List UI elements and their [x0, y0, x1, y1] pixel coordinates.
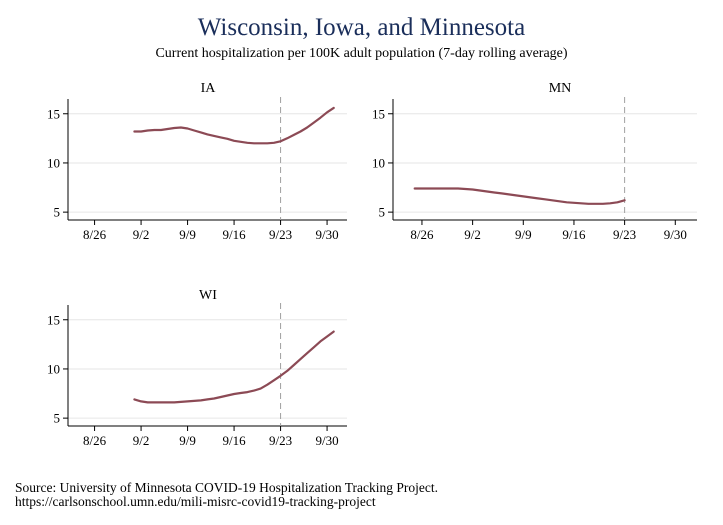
- x-tick-label-wi-9-30: 9/30: [316, 433, 339, 448]
- chart-title: Wisconsin, Iowa, and Minnesota: [198, 14, 525, 41]
- x-tick-label-mn-8-26: 8/26: [410, 227, 434, 242]
- panel-ia: IA 5 10 15 8/26 9/2 9/9 9/16 9/23 9/30: [47, 81, 347, 242]
- x-tick-label-mn-9-23: 9/23: [613, 227, 636, 242]
- series-line-ia: [133, 106, 335, 145]
- x-tick-label-wi-9-9: 9/9: [179, 433, 196, 448]
- source-url: https://carlsonschool.umn.edu/mili-misrc…: [15, 494, 376, 509]
- x-tick-label-ia-9-2: 9/2: [133, 227, 150, 242]
- series-line-wi: [133, 330, 335, 404]
- y-tick-label-mn-15: 15: [372, 106, 385, 121]
- x-tick-label-wi-9-16: 9/16: [223, 433, 247, 448]
- x-tick-label-mn-9-2: 9/2: [464, 227, 481, 242]
- y-tick-label-wi-10: 10: [47, 361, 60, 376]
- y-tick-label-ia-15: 15: [47, 106, 60, 121]
- x-tick-label-mn-9-16: 9/16: [562, 227, 586, 242]
- panel-mn: MN 5 10 15 8/26 9/2 9/9 9/16 9/23 9/30: [372, 81, 697, 242]
- x-tick-label-mn-9-30: 9/30: [664, 227, 687, 242]
- y-tick-label-ia-5: 5: [54, 205, 61, 220]
- chart-subtitle: Current hospitalization per 100K adult p…: [155, 46, 567, 61]
- series-line-mn: [413, 187, 626, 205]
- panel-title-mn: MN: [549, 81, 572, 96]
- x-tick-label-wi-9-23: 9/23: [269, 433, 292, 448]
- x-tick-label-ia-9-23: 9/23: [269, 227, 292, 242]
- y-tick-label-wi-5: 5: [54, 411, 61, 426]
- x-tick-label-ia-8-26: 8/26: [83, 227, 107, 242]
- panel-wi: WI 5 10 15 8/26 9/2 9/9 9/16 9/23 9/30: [47, 288, 347, 448]
- panel-title-ia: IA: [201, 81, 217, 96]
- y-tick-label-ia-10: 10: [47, 155, 60, 170]
- x-tick-label-mn-9-9: 9/9: [515, 227, 532, 242]
- source-note: Source: University of Minnesota COVID-19…: [15, 480, 438, 495]
- y-tick-label-mn-10: 10: [372, 155, 385, 170]
- y-tick-label-mn-5: 5: [379, 205, 386, 220]
- x-tick-label-ia-9-9: 9/9: [179, 227, 196, 242]
- x-tick-label-wi-8-26: 8/26: [83, 433, 107, 448]
- x-tick-label-wi-9-2: 9/2: [133, 433, 150, 448]
- x-tick-label-ia-9-16: 9/16: [223, 227, 247, 242]
- panels: IA 5 10 15 8/26 9/2 9/9 9/16 9/23 9/30 MN 5 10 15 8/26…: [47, 81, 697, 448]
- panel-title-wi: WI: [199, 288, 217, 303]
- y-tick-label-wi-15: 15: [47, 312, 60, 327]
- x-tick-label-ia-9-30: 9/30: [316, 227, 339, 242]
